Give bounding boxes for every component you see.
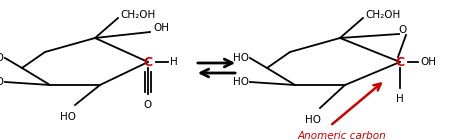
Text: C: C [395, 55, 405, 68]
Text: O: O [144, 100, 152, 110]
Text: Anomeric carbon: Anomeric carbon [298, 131, 387, 140]
Text: OH: OH [153, 23, 169, 33]
Text: HO: HO [305, 115, 321, 125]
Text: HO: HO [233, 53, 249, 63]
Text: HO: HO [0, 53, 4, 63]
Text: C: C [144, 55, 153, 68]
Text: HO: HO [233, 77, 249, 87]
Text: H: H [170, 57, 178, 67]
Text: HO: HO [0, 77, 4, 87]
Text: CH₂OH: CH₂OH [120, 10, 155, 20]
Text: O: O [399, 25, 407, 35]
Text: OH: OH [420, 57, 436, 67]
Text: CH₂OH: CH₂OH [365, 10, 400, 20]
Text: H: H [396, 94, 404, 104]
Text: HO: HO [60, 112, 76, 122]
